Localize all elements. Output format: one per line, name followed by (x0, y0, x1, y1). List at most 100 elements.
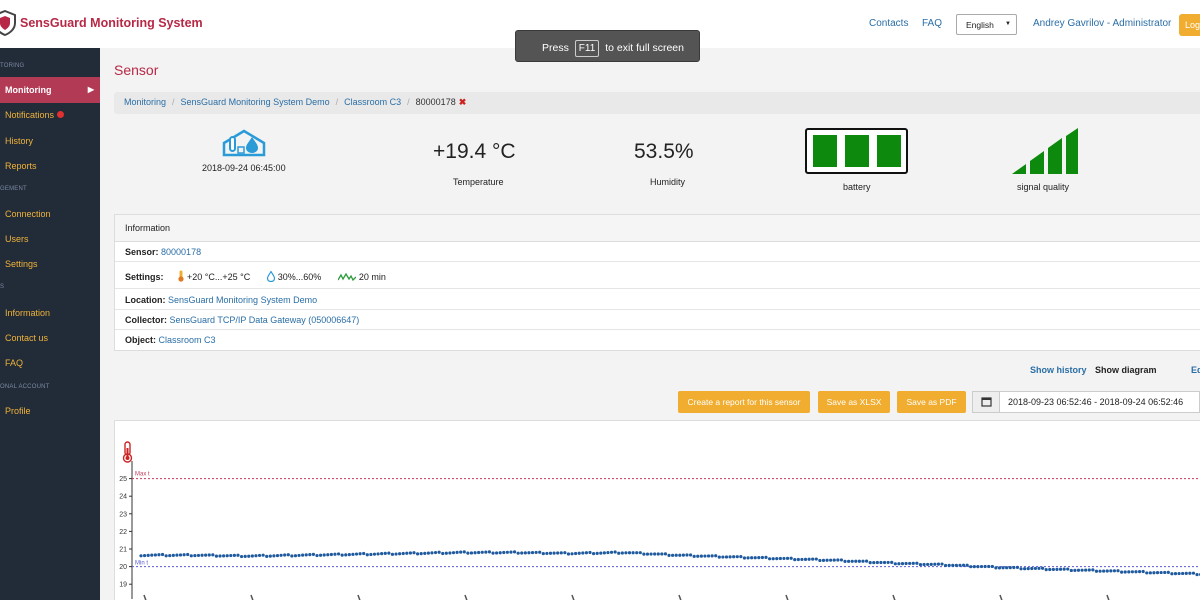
breadcrumb-demo[interactable]: SensGuard Monitoring System Demo (180, 97, 330, 107)
data-point (918, 563, 923, 567)
data-point (423, 551, 427, 555)
sidebar-item-faq[interactable]: FAQ (0, 353, 100, 373)
data-point (947, 563, 951, 567)
sidebar-item-notifications[interactable]: Notifications (0, 105, 100, 125)
user-name-link[interactable]: Andrey Gavrilov - Administrator (1033, 18, 1172, 29)
x-tick (999, 594, 1003, 600)
collector-label: Collector: (125, 315, 168, 325)
data-point (588, 550, 592, 555)
save-xlsx-button[interactable]: Save as XLSX (818, 391, 890, 413)
sidebar-item-users[interactable]: Users (0, 229, 100, 249)
data-point (326, 553, 330, 557)
data-point (430, 551, 434, 555)
data-point (775, 557, 779, 561)
collector-link[interactable]: SensGuard TCP/IP Data Gateway (050006647… (169, 315, 360, 325)
data-point (487, 550, 492, 554)
data-point (372, 552, 377, 556)
breadcrumb-classroom[interactable]: Classroom C3 (344, 97, 402, 107)
data-point (437, 550, 441, 554)
sidebar-item-reports[interactable]: Reports (0, 156, 100, 176)
data-point (796, 557, 800, 562)
battery-label: battery (843, 182, 871, 192)
create-report-button[interactable]: Create a report for this sensor (678, 391, 810, 413)
data-point (1163, 570, 1167, 575)
calendar-button[interactable] (972, 391, 1000, 413)
temperature-range: +20 °C...+25 °C (187, 272, 251, 282)
date-range-input[interactable]: 2018-09-23 06:52:46 - 2018-09-24 06:52:4… (999, 391, 1200, 413)
interval-setting: 20 min (337, 272, 386, 282)
show-diagram-tab[interactable]: Show diagram (1095, 365, 1157, 375)
data-point (315, 553, 319, 558)
data-point (466, 551, 470, 555)
data-point (552, 551, 556, 555)
edit-link[interactable]: Ed (1191, 365, 1200, 375)
sidebar-item-history[interactable]: History (0, 131, 100, 151)
data-point (868, 561, 872, 565)
data-point (574, 551, 578, 556)
signal-quality-label: signal quality (1017, 182, 1070, 192)
data-point (142, 553, 147, 558)
logout-button[interactable]: Log (1179, 14, 1200, 36)
data-point (983, 564, 987, 569)
sidebar-item-monitoring[interactable]: Monitoring ▶ (0, 77, 100, 103)
x-tick (1106, 594, 1110, 600)
data-point (1098, 569, 1102, 573)
data-point (441, 551, 445, 556)
data-point (638, 551, 642, 555)
language-select[interactable]: English ▼ (956, 14, 1017, 35)
data-point (1130, 570, 1134, 574)
data-point (617, 551, 621, 555)
data-point (1112, 569, 1117, 573)
data-point (1145, 571, 1149, 575)
data-point (1102, 569, 1106, 573)
sidebar-item-profile[interactable]: Profile (0, 401, 100, 421)
data-point (807, 557, 811, 561)
collector-row: Collector: SensGuard TCP/IP Data Gateway… (115, 310, 1200, 330)
data-point (365, 553, 369, 557)
data-point (875, 560, 879, 565)
data-point (609, 550, 614, 554)
data-point (724, 555, 729, 559)
breadcrumb-separator: / (407, 97, 410, 107)
data-point (825, 558, 829, 562)
data-point (541, 551, 545, 556)
data-point (527, 551, 531, 555)
location-link[interactable]: SensGuard Monitoring System Demo (168, 295, 318, 305)
data-point (254, 554, 258, 558)
sidebar-item-settings[interactable]: Settings (0, 254, 100, 274)
data-point (911, 561, 915, 565)
data-point (854, 559, 858, 563)
data-point (495, 551, 499, 555)
data-point (642, 552, 646, 556)
breadcrumb-monitoring[interactable]: Monitoring (124, 97, 167, 107)
save-pdf-button[interactable]: Save as PDF (897, 391, 966, 413)
show-history-link[interactable]: Show history (1030, 365, 1087, 375)
remove-icon[interactable]: ✖ (458, 97, 467, 107)
data-point (1127, 570, 1131, 574)
data-point (965, 563, 969, 567)
data-point (236, 553, 240, 557)
data-point (1155, 571, 1160, 575)
data-point (739, 554, 743, 559)
toast-key: F11 (574, 40, 600, 57)
data-point (660, 552, 664, 556)
data-point (994, 566, 998, 570)
faq-link[interactable]: FAQ (922, 18, 943, 29)
sidebar-item-information[interactable]: Information (0, 303, 100, 323)
data-point (645, 552, 650, 556)
data-point (530, 550, 535, 555)
data-point (1105, 569, 1109, 573)
y-tick-label: 20 (119, 564, 127, 571)
sidebar-item-connection[interactable]: Connection (0, 204, 100, 224)
sidebar-item-contact-us[interactable]: Contact us (0, 328, 100, 348)
sensor-id-link[interactable]: 80000178 (161, 247, 202, 257)
data-point (1188, 571, 1192, 575)
data-point (746, 556, 750, 560)
sidebar-section-account: ONAL ACCOUNT (0, 384, 50, 390)
object-link[interactable]: Classroom C3 (158, 335, 216, 345)
data-point (728, 555, 732, 559)
data-point (408, 551, 412, 555)
data-point (279, 553, 283, 557)
contacts-link[interactable]: Contacts (869, 18, 909, 29)
data-point (358, 552, 362, 556)
